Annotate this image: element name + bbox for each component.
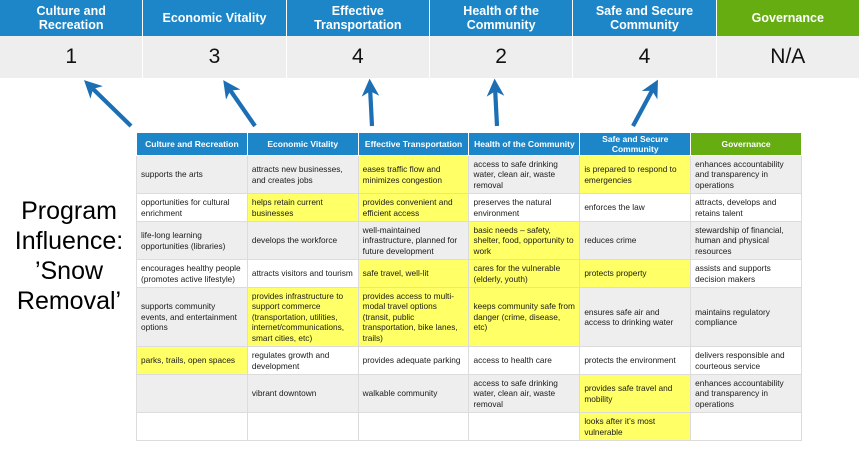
matrix-cell-highlighted: keeps community safe from danger (crime,… — [468, 287, 581, 348]
matrix-cell: supports the arts — [136, 154, 248, 195]
matrix-row: opportunities for cultural enrichment hel… — [136, 193, 802, 223]
scorecard-value-row: 1 3 4 2 4 N/A — [0, 36, 859, 78]
scorecard-header-cell: Health of the Community — [429, 0, 574, 36]
matrix-cell: preserves the natural environment — [468, 193, 581, 223]
caption-line-4: Removal’ — [16, 287, 122, 315]
caption-line-2: Influence: — [14, 227, 124, 255]
matrix-header-row: Culture and Recreation Economic Vitality E… — [136, 132, 802, 156]
matrix-cell: delivers responsible and courteous servi… — [690, 346, 802, 375]
matrix-head: Culture and Recreation Economic Vitality E… — [136, 132, 802, 156]
matrix-cell-highlighted: looks after it’s most vulnerable — [579, 412, 692, 441]
scorecard-header-cell: Economic Vitality — [143, 0, 287, 36]
matrix-cell: life-long learning opportunities (librar… — [136, 221, 248, 261]
matrix-cell: walkable community — [357, 373, 470, 414]
matrix-cell — [136, 373, 248, 414]
scorecard-summary-bar: Culture and Recreation Economic Vitality E… — [0, 0, 859, 78]
scorecard-header-cell: Governance — [716, 0, 859, 36]
matrix-cell: attracts new businesses, and creates job… — [246, 154, 359, 195]
matrix-cell: develops the workforce — [246, 221, 359, 261]
matrix-row: encourages healthy people (promotes acti… — [136, 259, 802, 289]
matrix-row: supports the arts attracts new businesses… — [136, 154, 802, 195]
matrix-cell: supports community events, and entertain… — [136, 287, 248, 348]
matrix-cell-highlighted: cares for the vulnerable (elderly, youth… — [468, 259, 581, 289]
matrix-body: supports the arts attracts new businesses… — [136, 154, 802, 441]
arrow-connector-layer — [83, 78, 658, 128]
scorecard-header-cell: Culture and Recreation — [0, 0, 144, 36]
caption-line-1: Program — [21, 197, 117, 225]
matrix-cell-highlighted: eases traffic flow and minimizes congest… — [357, 154, 470, 195]
matrix-cell-highlighted: provides safe travel and mobility — [579, 373, 692, 414]
matrix-cell: ensures safe air and access to drinking … — [579, 287, 692, 348]
matrix-row: life-long learning opportunities (librar… — [136, 221, 802, 261]
scorecard-value-cell: 3 — [143, 36, 287, 78]
matrix-header-cell: Safe and Secure Community — [579, 132, 692, 156]
matrix-header-cell: Effective Transportation — [357, 132, 470, 156]
arrow-effective-transportation — [361, 78, 380, 127]
matrix-cell: protects the environment — [579, 346, 692, 375]
matrix-cell-highlighted: helps retain current businesses — [246, 193, 359, 223]
matrix-cell-highlighted: protects property — [579, 259, 692, 289]
matrix-header-cell: Health of the Community — [468, 132, 581, 156]
matrix-cell: encourages healthy people (promotes acti… — [136, 259, 248, 289]
matrix-cell-highlighted: basic needs – safety, shelter, food, opp… — [468, 221, 581, 261]
scorecard-value-cell: 4 — [286, 36, 430, 78]
arrow-economic-vitality — [223, 80, 257, 128]
matrix-cell: reduces crime — [579, 221, 692, 261]
matrix-cell — [246, 412, 359, 441]
matrix-cell — [136, 412, 248, 441]
matrix-cell-highlighted: provides access to multi-modal travel op… — [357, 287, 470, 348]
matrix-cell: enforces the law — [579, 193, 692, 223]
matrix-cell — [357, 412, 470, 441]
scorecard-header-row: Culture and Recreation Economic Vitality E… — [0, 0, 859, 36]
program-influence-caption: Program Influence: ’Snow Removal’ — [6, 196, 132, 316]
arrow-culture-and-recreation — [83, 80, 133, 128]
scorecard-header-cell: Safe and Secure Community — [573, 0, 717, 36]
matrix-header-cell: Culture and Recreation — [136, 132, 248, 156]
matrix-cell: assists and supports decision makers — [690, 259, 802, 289]
matrix-cell: vibrant downtown — [246, 373, 359, 414]
matrix-cell: attracts visitors and tourism — [246, 259, 359, 289]
scorecard-header-cell: Effective Transportation — [286, 0, 430, 36]
matrix-row: looks after it’s most vulnerable — [136, 412, 802, 441]
arrow-safe-and-secure-community — [631, 79, 658, 127]
scorecard-value-cell: N/A — [716, 36, 859, 78]
matrix-cell: access to safe drinking water, clean air… — [468, 154, 581, 195]
matrix-cell-highlighted: provides infrastructure to support comme… — [246, 287, 359, 348]
matrix-header-cell: Economic Vitality — [246, 132, 359, 156]
matrix-row: supports community events, and entertain… — [136, 287, 802, 348]
matrix-cell-highlighted: provides convenient and efficient access — [357, 193, 470, 223]
scorecard-value-cell: 1 — [0, 36, 144, 78]
matrix-row: parks, trails, open spaces regulates grow… — [136, 346, 802, 375]
arrow-health-of-the-community — [486, 78, 505, 127]
scorecard-value-cell: 2 — [429, 36, 574, 78]
matrix-cell: enhances accountability and transparency… — [690, 154, 802, 195]
matrix-cell-highlighted: safe travel, well-lit — [357, 259, 470, 289]
matrix-cell: attracts, develops and retains talent — [690, 193, 802, 223]
matrix-cell: maintains regulatory compliance — [690, 287, 802, 348]
matrix-cell: stewardship of financial, human and phys… — [690, 221, 802, 261]
matrix-header-cell: Governance — [690, 132, 802, 156]
matrix-cell: access to safe drinking water, clean air… — [468, 373, 581, 414]
matrix-cell: opportunities for cultural enrichment — [136, 193, 248, 223]
caption-line-3: ’Snow — [34, 257, 104, 285]
matrix-cell — [690, 412, 802, 441]
matrix-cell: well-maintained infrastructure, planned … — [357, 221, 470, 261]
matrix-cell: enhances accountability and transparency… — [690, 373, 802, 414]
matrix-cell — [468, 412, 581, 441]
matrix-cell-highlighted: is prepared to respond to emergencies — [579, 154, 692, 195]
outcomes-matrix-table: Culture and Recreation Economic Vitality E… — [136, 132, 802, 441]
matrix-cell: provides adequate parking — [357, 346, 470, 375]
matrix-cell: regulates growth and development — [246, 346, 359, 375]
scorecard-value-cell: 4 — [573, 36, 717, 78]
matrix-row: vibrant downtown walkable community access… — [136, 373, 802, 414]
matrix-cell-highlighted: parks, trails, open spaces — [136, 346, 248, 375]
matrix-cell: access to health care — [468, 346, 581, 375]
